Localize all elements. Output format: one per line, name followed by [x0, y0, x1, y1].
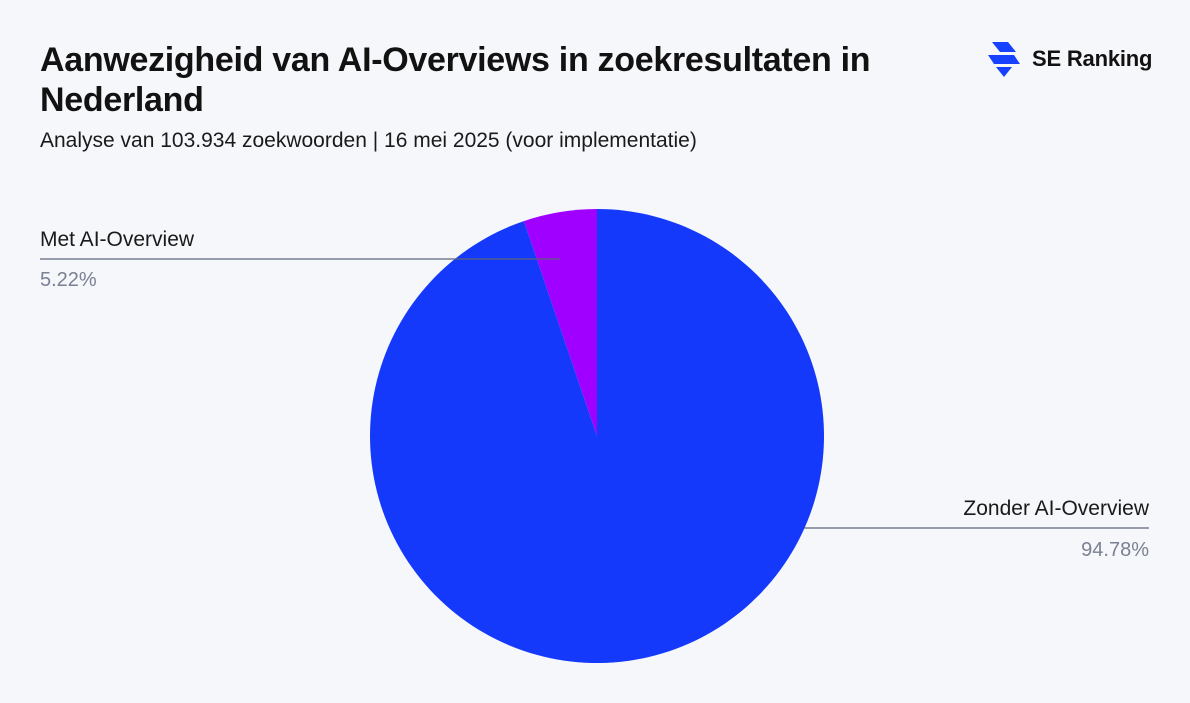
pie-slice-zonder-ai-overview: [370, 209, 825, 663]
slice-label-left: Met AI-Overview: [40, 228, 195, 251]
brand-logo: SE Ranking: [986, 40, 1152, 78]
chart-subtitle: Analyse van 103.934 zoekwoorden | 16 mei…: [40, 129, 697, 152]
se-ranking-bolt-icon: [988, 42, 1020, 77]
chart-title: Aanwezigheid van AI-Overviews in zoekres…: [40, 41, 871, 119]
pie-slice-met-ai-overview: [523, 209, 597, 436]
slice-label-right: Zonder AI-Overview: [963, 497, 1149, 520]
slice-value-left: 5.22%: [40, 269, 97, 291]
slice-value-right: 94.78%: [1081, 539, 1149, 561]
brand-name: SE Ranking: [1032, 46, 1153, 71]
